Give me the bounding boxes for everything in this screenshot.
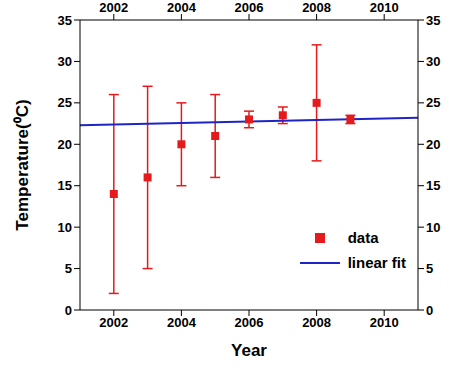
svg-text:2008: 2008 [302, 0, 331, 15]
svg-text:2002: 2002 [99, 315, 128, 330]
svg-text:10: 10 [426, 220, 440, 235]
svg-text:2006: 2006 [235, 0, 264, 15]
svg-text:20: 20 [426, 137, 440, 152]
svg-text:Temperature(⁰C): Temperature(⁰C) [13, 99, 32, 230]
svg-text:30: 30 [58, 54, 72, 69]
svg-text:2004: 2004 [167, 0, 197, 15]
svg-text:Year: Year [231, 341, 267, 360]
svg-text:0: 0 [65, 303, 72, 318]
svg-text:2006: 2006 [235, 315, 264, 330]
svg-text:5: 5 [426, 261, 433, 276]
svg-text:10: 10 [58, 220, 72, 235]
svg-text:20: 20 [58, 137, 72, 152]
svg-text:2010: 2010 [370, 0, 399, 15]
svg-text:2008: 2008 [302, 315, 331, 330]
svg-text:25: 25 [58, 95, 72, 110]
svg-text:35: 35 [426, 13, 440, 28]
svg-text:35: 35 [58, 13, 72, 28]
html-text:data: data [347, 229, 379, 246]
svg-text:30: 30 [426, 54, 440, 69]
svg-text:5: 5 [65, 261, 72, 276]
svg-text:0: 0 [426, 303, 433, 318]
svg-text:25: 25 [426, 95, 440, 110]
html-text:linear fit: linear fit [347, 254, 406, 271]
svg-text:2004: 2004 [167, 315, 197, 330]
svg-text:2010: 2010 [370, 315, 399, 330]
svg-text:2002: 2002 [99, 0, 128, 15]
svg-text:15: 15 [426, 178, 440, 193]
svg-text:15: 15 [58, 178, 72, 193]
